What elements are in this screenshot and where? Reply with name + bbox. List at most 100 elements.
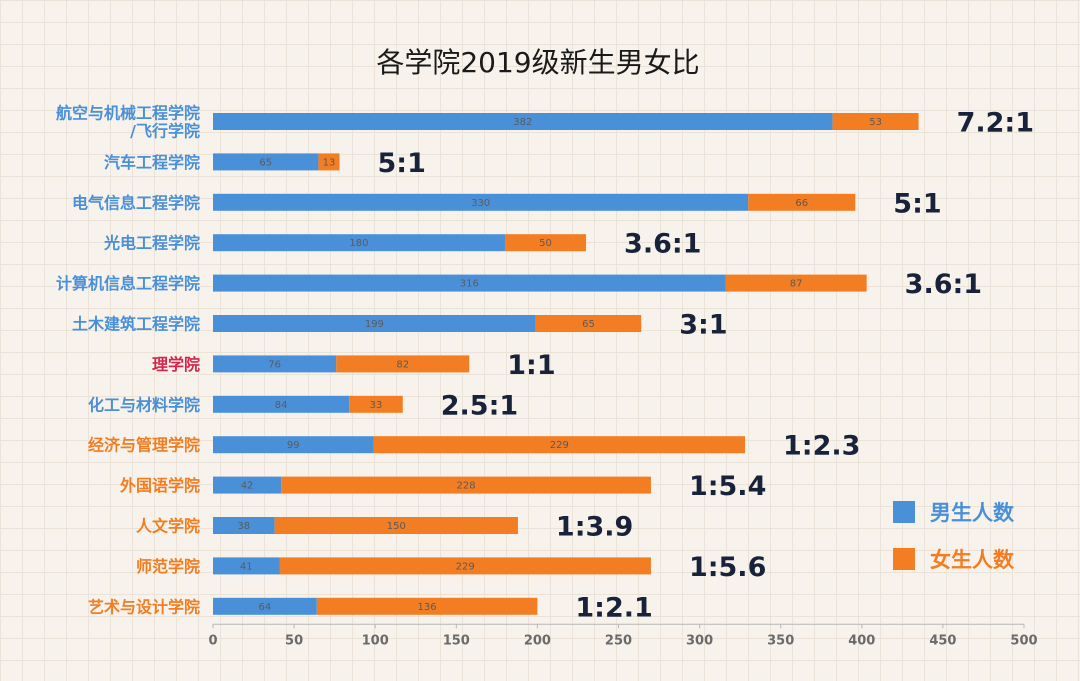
category-label-line: 艺术与设计学院 [88, 597, 200, 616]
x-tick-label: 100 [362, 633, 389, 648]
category-label-line: 理学院 [152, 355, 200, 374]
category-label-line: 光电工程学院 [103, 234, 200, 253]
male-value-label: 199 [365, 319, 384, 330]
x-tick-label: 250 [605, 633, 632, 648]
male-value-label: 316 [460, 279, 479, 290]
female-bar-segment [504, 234, 587, 252]
category-label-line: 师范学院 [136, 557, 200, 576]
male-value-label: 99 [287, 440, 300, 451]
x-tick-label: 450 [929, 633, 956, 648]
x-tick-label: 350 [767, 633, 794, 648]
male-bar-segment [213, 193, 749, 211]
ratio-label: 5:1 [378, 148, 426, 179]
category-row: 理学院 76 82 1:1 [152, 350, 556, 381]
female-value-label: 66 [795, 198, 808, 209]
x-axis: 0 50 100 150 200 250 300 350 400 450 500 [208, 623, 1038, 648]
ratio-label: 1:5.4 [689, 471, 766, 502]
x-tick-label: 500 [1010, 633, 1037, 648]
category-label: 经济与管理学院 [88, 436, 200, 455]
category-row: 土木建筑工程学院 199 65 3:1 [72, 310, 728, 341]
category-row: 光电工程学院 180 50 3.6:1 [103, 229, 701, 260]
ratio-label: 3:1 [679, 310, 727, 341]
male-value-label: 330 [471, 198, 490, 209]
category-row: 航空与机械工程学院/飞行学院 382 53 7.2:1 [56, 104, 1034, 141]
legend-swatch [893, 548, 915, 570]
category-label: 师范学院 [136, 557, 200, 576]
category-label-line: 经济与管理学院 [88, 436, 200, 455]
female-bar-segment [725, 274, 867, 292]
female-bar-segment [274, 517, 518, 534]
ratio-label: 2.5:1 [441, 390, 518, 421]
female-value-label: 33 [370, 400, 383, 411]
category-label-line: 航空与机械工程学院 [56, 104, 200, 123]
female-bar-segment [535, 315, 642, 332]
category-row: 师范学院 41 229 1:5.6 [136, 552, 766, 583]
category-label: 航空与机械工程学院/飞行学院 [56, 104, 200, 141]
male-value-label: 41 [240, 561, 253, 572]
category-label: 电气信息工程学院 [72, 193, 200, 212]
female-value-label: 13 [323, 157, 336, 168]
category-row: 经济与管理学院 99 229 1:2.3 [88, 431, 860, 462]
category-label-line: 汽车工程学院 [104, 153, 200, 172]
male-bar-segment [213, 436, 374, 454]
male-bar-segment [213, 557, 280, 575]
male-value-label: 76 [268, 359, 281, 370]
category-label-line: /飞行学院 [130, 122, 200, 141]
category-label: 理学院 [152, 355, 200, 374]
category-label: 人文学院 [136, 517, 200, 536]
male-bar-segment [213, 315, 536, 332]
category-label: 外国语学院 [119, 476, 200, 495]
category-label-line: 化工与材料学院 [88, 395, 200, 414]
category-label: 汽车工程学院 [104, 153, 200, 172]
female-bar-segment [279, 557, 651, 575]
male-bar-segment [213, 517, 275, 534]
category-row: 外国语学院 42 228 1:5.4 [119, 471, 766, 502]
category-label-line: 外国语学院 [119, 476, 200, 495]
female-value-label: 53 [869, 117, 882, 128]
male-value-label: 84 [275, 400, 288, 411]
female-bar-segment [316, 597, 538, 615]
female-value-label: 150 [387, 521, 406, 532]
x-tick-label: 400 [848, 633, 875, 648]
male-value-label: 42 [241, 481, 254, 492]
category-label: 艺术与设计学院 [88, 597, 200, 616]
ratio-label: 1:2.3 [783, 431, 860, 462]
female-value-label: 82 [396, 359, 409, 370]
legend-label: 女生人数 [930, 548, 1015, 572]
category-label: 化工与材料学院 [88, 395, 200, 414]
ratio-label: 1:1 [507, 350, 555, 381]
category-label: 计算机信息工程学院 [56, 274, 200, 293]
male-bar-segment [213, 274, 726, 292]
x-tick-label: 150 [443, 633, 470, 648]
female-value-label: 65 [582, 319, 595, 330]
male-bar-segment [213, 355, 337, 373]
female-value-label: 87 [790, 279, 803, 290]
category-label-line: 土木建筑工程学院 [72, 315, 200, 334]
female-value-label: 50 [539, 238, 552, 249]
bars-group: 航空与机械工程学院/飞行学院 382 53 7.2:1 汽车工程学院 65 13 5:1 电气信… [56, 104, 1034, 624]
female-value-label: 229 [456, 561, 475, 572]
category-label: 光电工程学院 [103, 234, 200, 253]
male-bar-segment [213, 395, 350, 413]
x-tick-label: 200 [524, 633, 551, 648]
category-label-line: 人文学院 [136, 517, 200, 536]
male-bar-segment [213, 234, 505, 252]
female-value-label: 136 [418, 602, 437, 613]
ratio-label: 1:3.9 [556, 512, 633, 543]
female-value-label: 228 [456, 481, 475, 492]
category-row: 汽车工程学院 65 13 5:1 [104, 148, 426, 179]
legend-label: 男生人数 [930, 501, 1015, 525]
ratio-label: 5:1 [893, 188, 941, 219]
category-row: 化工与材料学院 84 33 2.5:1 [88, 390, 518, 421]
category-label-line: 电气信息工程学院 [72, 193, 200, 212]
chart-title: 各学院2019级新生男女比 [376, 46, 699, 79]
male-bar-segment [213, 113, 833, 130]
category-label-line: 计算机信息工程学院 [56, 274, 200, 293]
category-row: 计算机信息工程学院 316 87 3.6:1 [56, 269, 982, 300]
female-bar-segment [748, 193, 856, 211]
ratio-label: 3.6:1 [624, 229, 701, 260]
category-label: 土木建筑工程学院 [72, 315, 200, 334]
